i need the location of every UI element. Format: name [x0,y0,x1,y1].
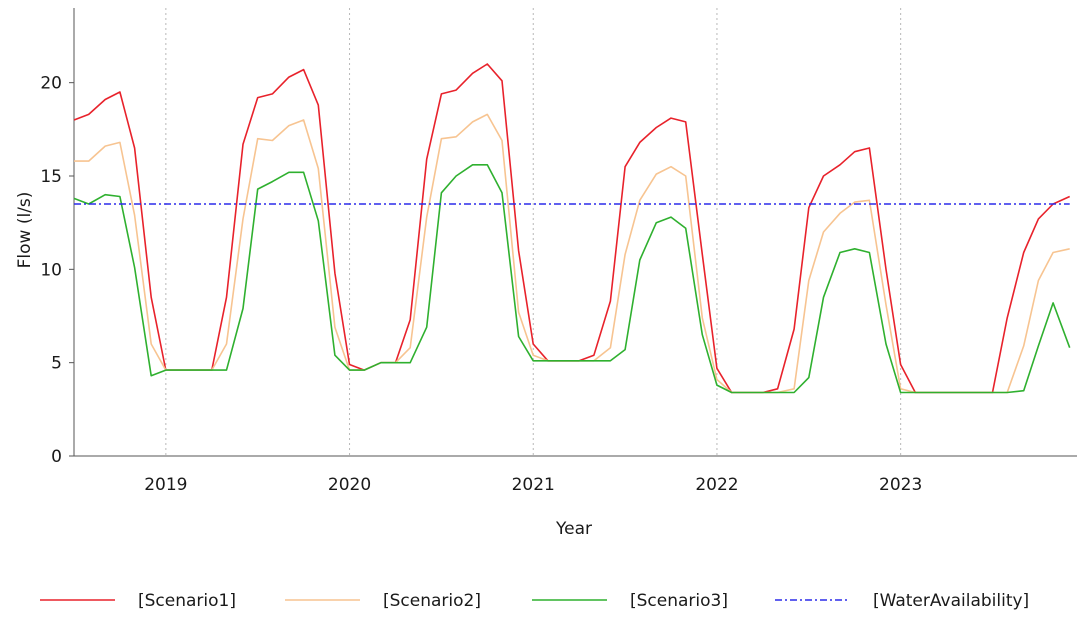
x-tick-label-2021: 2021 [512,475,555,495]
grid [165,8,902,456]
x-axis-label: Year [555,519,592,539]
legend-label-2: [Scenario2] [383,591,481,611]
legend-label-1: [Scenario1] [138,591,236,611]
series-line-2 [74,113,1070,394]
y-tick-label-15: 15 [40,167,62,187]
legend: [Scenario1] [Scenario2] [Scenario3] [WaterA… [40,591,1029,611]
y-tick-label-0: 0 [51,447,62,467]
series-layer [73,63,1071,394]
series-line-1 [73,63,1071,394]
legend-label-3: [Scenario3] [630,591,728,611]
y-tick-label-5: 5 [51,354,62,374]
x-tick-label-2020: 2020 [328,475,371,495]
tick-labels: 2019 2020 2021 2022 2023 0 5 10 15 20 [40,74,922,495]
legend-label-4: [WaterAvailability] [873,591,1029,611]
x-tick-label-2022: 2022 [695,475,738,495]
x-tick-label-2023: 2023 [879,475,922,495]
y-tick-label-10: 10 [40,260,62,280]
axes [69,8,1077,457]
series-line-3 [73,164,1071,394]
x-tick-label-2019: 2019 [144,475,187,495]
y-tick-label-20: 20 [40,74,62,94]
y-axis-label: Flow (l/s) [15,192,35,269]
